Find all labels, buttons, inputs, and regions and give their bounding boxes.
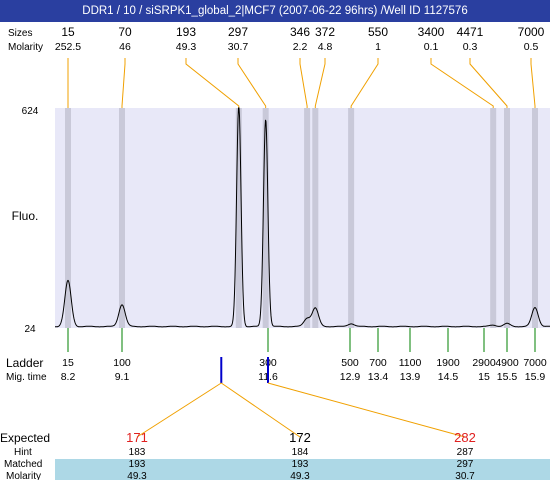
ladder-size-label: 15 [62,357,74,369]
peak-band [312,108,319,328]
ladder-mig-label: 14.5 [438,371,459,383]
table-molarity-value: 49.3 [290,471,310,480]
peak-band [504,108,510,328]
peak-size-label: 297 [228,25,248,39]
peak-molarity-label: 0.5 [524,41,539,53]
ladder-mig-label: 15.9 [525,371,546,383]
ladder-mig-label: 13.9 [400,371,421,383]
table-molarity-value: 30.7 [455,471,475,480]
ladder-row-label: Ladder [6,356,43,370]
peak-molarity-label: 0.1 [424,41,439,53]
peak-size-label: 15 [61,25,75,39]
peak-connector [350,58,379,108]
peak-molarity-label: 46 [119,41,131,53]
expected-connector [220,382,301,438]
y-axis-label: Fluo. [12,209,39,223]
ladder-size-label: 4900 [495,357,519,369]
peak-size-label: 4471 [457,25,484,39]
peak-molarity-label: 0.3 [463,41,478,53]
expected-value: 172 [289,430,311,445]
peak-band [119,108,125,328]
expected-connector [136,382,222,438]
expected-value: 171 [126,430,148,445]
expected-connector [267,382,466,438]
ladder-mig-label: 9.1 [115,371,130,383]
ladder-mig-label: 15 [478,371,490,383]
table-molarity-value: 49.3 [127,471,147,480]
peak-band [304,108,311,328]
hint-value: 287 [457,447,474,458]
hint-value: 184 [292,447,309,458]
peak-connector [430,58,494,108]
peak-size-label: 193 [176,25,196,39]
peak-connector [237,58,267,108]
matched-value: 193 [292,459,309,470]
ladder-size-label: 700 [369,357,387,369]
peak-connector [469,58,508,108]
peak-band [262,108,269,328]
ladder-mig-label: 12.9 [340,371,361,383]
molarity-table-row-label: Molarity [6,471,41,480]
expected-row-label: Expected [0,431,50,445]
hint-row-label: Hint [14,447,32,458]
peak-band [348,108,355,328]
peak-connector [185,58,240,108]
ladder-size-label: 500 [341,357,359,369]
hint-value: 183 [129,447,146,458]
peak-connector [299,58,308,108]
peak-band [532,108,538,328]
peak-molarity-label: 2.2 [293,41,308,53]
peak-connector [121,58,126,108]
peak-molarity-label: 4.8 [318,41,333,53]
matched-molarity-band [55,459,550,480]
window-title: DDR1 / 10 / siSRPK1_global_2|MCF7 (2007-… [0,0,550,22]
matched-value: 297 [457,459,474,470]
matched-value: 193 [129,459,146,470]
ladder-mig-label: 8.2 [61,371,76,383]
peak-connector [314,58,326,108]
expected-value: 282 [454,430,476,445]
peak-size-label: 3400 [418,25,445,39]
molarity-row-label: Molarity [8,42,43,53]
ladder-mig-label: 15.5 [497,371,518,383]
peak-size-label: 372 [315,25,335,39]
peak-size-label: 550 [368,25,388,39]
fluorescence-trace [55,107,550,328]
sizes-row-label: Sizes [8,28,32,39]
peak-connector [530,58,536,108]
ladder-size-label: 7000 [523,357,547,369]
y-tick-max: 624 [22,106,39,117]
matched-row-label: Matched [4,459,42,470]
peak-molarity-label: 30.7 [228,41,249,53]
ladder-size-label: 2900 [472,357,496,369]
peak-band [490,108,497,328]
mig-time-row-label: Mig. time [6,372,47,383]
ladder-mig-label: 13.4 [368,371,389,383]
ladder-size-label: 100 [113,357,131,369]
peak-molarity-label: 252.5 [55,41,81,53]
peak-size-label: 7000 [518,25,545,39]
peak-band [65,108,71,328]
ladder-size-label: 1100 [399,357,422,369]
peak-molarity-label: 49.3 [176,41,197,53]
peak-size-label: 346 [290,25,310,39]
y-tick-min: 24 [24,324,36,335]
plot-area [55,108,550,328]
peak-band [235,108,242,328]
peak-molarity-label: 1 [375,41,381,53]
ladder-size-label: 1900 [436,357,460,369]
peak-size-label: 70 [118,25,132,39]
